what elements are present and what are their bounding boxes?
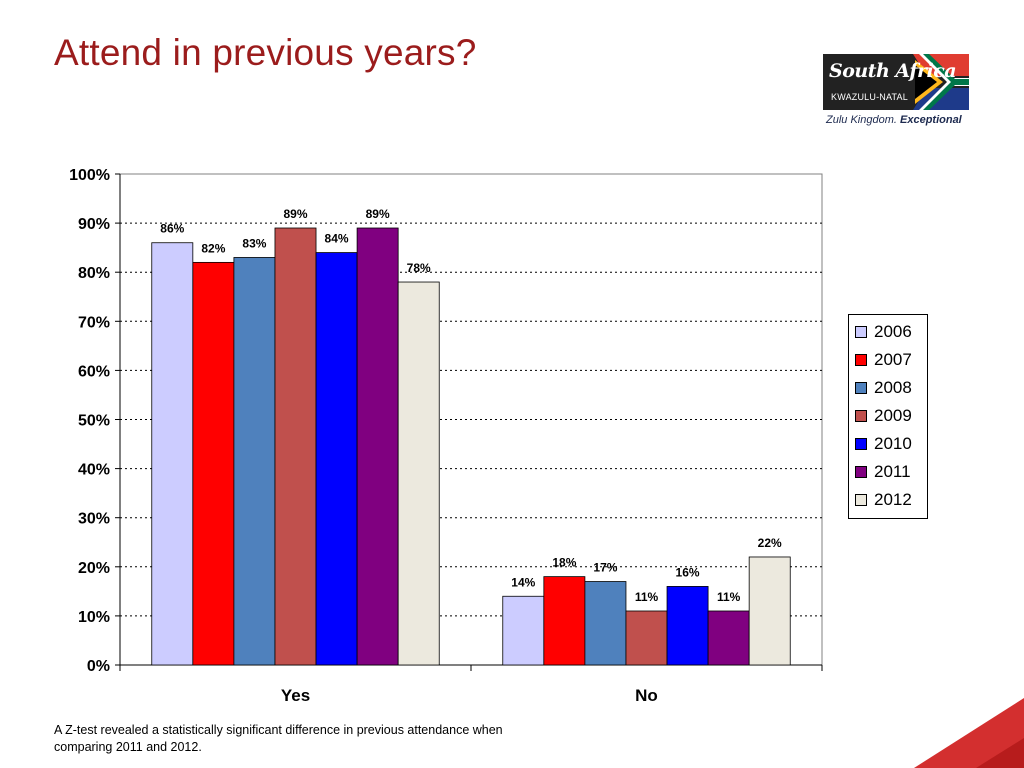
south-africa-logo: South Africa KWAZULU-NATAL Zulu Kingdom.… [818, 52, 972, 130]
bar [151, 242, 194, 666]
legend-label: 2008 [874, 378, 912, 397]
legend-swatch [855, 382, 867, 394]
data-label: 16% [676, 565, 700, 579]
data-label: 89% [366, 207, 390, 221]
logo-tagline-main: Zulu Kingdom. [826, 114, 897, 126]
data-label: 11% [717, 590, 741, 604]
legend-item: 2010 [849, 430, 927, 458]
legend-label: 2010 [874, 434, 912, 453]
slide-title: Attend in previous years? [54, 32, 477, 73]
y-tick-label: 90% [78, 216, 110, 233]
bar [748, 556, 791, 666]
footnote: A Z-test revealed a statistically signif… [54, 723, 503, 754]
flag-stripes-icon [913, 54, 969, 110]
bar [315, 252, 358, 666]
bar [666, 586, 709, 666]
y-tick-label: 60% [78, 363, 110, 380]
bar [356, 227, 399, 666]
bar [625, 610, 668, 666]
y-tick-label: 70% [78, 314, 110, 331]
bar [543, 576, 586, 666]
legend-item: 2007 [849, 346, 927, 374]
logo-badge: South Africa KWAZULU-NATAL [823, 54, 969, 110]
x-category-label: Yes [281, 686, 310, 705]
legend-swatch [855, 354, 867, 366]
legend-swatch [855, 438, 867, 450]
data-label: 18% [552, 556, 576, 570]
y-tick-label: 50% [78, 413, 110, 430]
y-tick-label: 30% [78, 511, 110, 528]
data-label: 86% [160, 222, 184, 236]
bar [192, 261, 235, 666]
legend-swatch [855, 326, 867, 338]
legend-label: 2007 [874, 350, 912, 369]
legend-item: 2009 [849, 402, 927, 430]
data-label: 89% [283, 207, 307, 221]
bar [707, 610, 750, 666]
data-label: 83% [242, 236, 266, 250]
legend-label: 2011 [874, 462, 911, 481]
data-label: 22% [758, 536, 782, 550]
corner-decoration [914, 698, 1024, 768]
bar [584, 581, 627, 666]
bar [502, 595, 545, 666]
data-label: 14% [511, 575, 535, 589]
legend-label: 2012 [874, 490, 912, 509]
legend-item: 2006 [849, 318, 927, 346]
legend-item: 2011 [849, 458, 927, 486]
bar [397, 281, 440, 666]
y-tick-label: 10% [78, 609, 110, 626]
data-label: 11% [635, 590, 659, 604]
data-label: 84% [325, 232, 349, 246]
logo-tagline-bold: Exceptional [900, 114, 962, 126]
y-tick-label: 0% [87, 658, 110, 675]
data-label: 17% [593, 561, 617, 575]
legend-item: 2008 [849, 374, 927, 402]
y-tick-label: 80% [78, 265, 110, 282]
legend-label: 2006 [874, 322, 912, 341]
legend-swatch [855, 466, 867, 478]
legend-swatch [855, 494, 867, 506]
y-tick-label: 40% [78, 462, 110, 479]
chart-legend: 2006 2007 2008 2009 2010 2011 2012 [848, 314, 928, 519]
legend-label: 2009 [874, 406, 912, 425]
legend-swatch [855, 410, 867, 422]
legend-item: 2012 [849, 486, 927, 514]
data-label: 78% [407, 261, 431, 275]
y-tick-label: 100% [69, 167, 110, 184]
bar [274, 227, 317, 666]
data-label: 82% [201, 241, 225, 255]
logo-tagline: Zulu Kingdom. Exceptional [826, 114, 962, 126]
x-category-label: No [635, 686, 658, 705]
y-tick-label: 20% [78, 560, 110, 577]
logo-region-text: KWAZULU-NATAL [831, 92, 908, 102]
logo-brand-text: South Africa [829, 60, 957, 82]
bar [233, 257, 276, 666]
